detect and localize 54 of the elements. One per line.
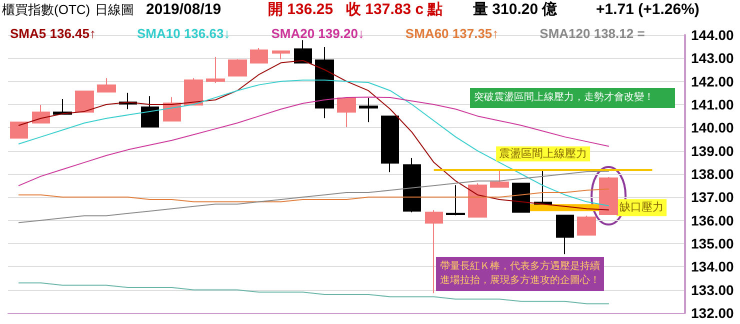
chart-title: 櫃買指數(OTC) [2,2,90,17]
text: 收 137.83 c 點 [346,1,443,18]
candlestick [250,47,268,64]
text: SMA10 136.63↓ [136,26,230,41]
y-tick-label: 143.00 [691,50,734,66]
chart-subtitle: 日線圖 [95,2,134,17]
y-tick-label: 133.00 [691,282,734,298]
text: 2019/08/19 [146,1,222,18]
text: SMA5 136.45↑ [10,26,96,41]
text: SMA20 139.20↓ [271,26,364,41]
text: SMA60 137.35↑ [405,26,499,41]
line-series [18,170,610,224]
candlestick [141,96,159,128]
annotation: 突破震盪區間上線壓力，走勢才會改變！ [470,88,675,108]
candlestick [599,176,618,216]
annotation: 帶量長紅Ｋ棒，代表多方遇壓是持續進場拉抬，展現多方進攻的企圖心！ [436,257,604,291]
text: 量 310.20 億 [472,1,558,18]
candlestick [337,98,356,128]
candlestick [577,215,596,236]
candlestick [32,104,50,124]
y-tick-label: 134.00 [691,258,734,275]
y-tick-label: 142.00 [691,73,734,90]
candlestick [512,182,530,213]
y-tick-label: 139.00 [691,142,734,159]
candlestick [381,116,399,173]
candlestick [490,170,509,188]
line-series [18,188,610,202]
y-tick-label: 140.00 [691,120,734,136]
text: SMA120 138.12 = [540,26,646,41]
candlestick [446,184,465,216]
y-tick-label: 135.00 [691,236,734,252]
candlestick [272,50,290,60]
candlestick [315,46,334,119]
ref-line-label: 震盪區間上線壓力 [499,146,588,160]
y-tick-label: 132.00 [691,305,734,321]
candlestick [556,214,574,255]
text: 開 136.25 [268,1,334,18]
y-tick-label: 136.00 [691,212,734,228]
candlestick [184,78,203,106]
candlestick [468,182,487,218]
band-label: 缺口壓力 [620,200,664,214]
y-tick-label: 141.00 [691,96,734,112]
candlestick [97,78,116,92]
candlestick [75,90,94,113]
candlestick [294,40,312,64]
candlestick [359,98,378,123]
text: +1.71 (+1.26%) [596,1,700,18]
y-tick-label: 138.00 [691,166,734,182]
candlestick [10,122,28,139]
candlestick [206,56,225,84]
candlestick [403,158,421,213]
candlestick [228,58,247,77]
y-tick-label: 144.00 [691,27,734,43]
y-tick-label: 137.00 [691,189,734,206]
